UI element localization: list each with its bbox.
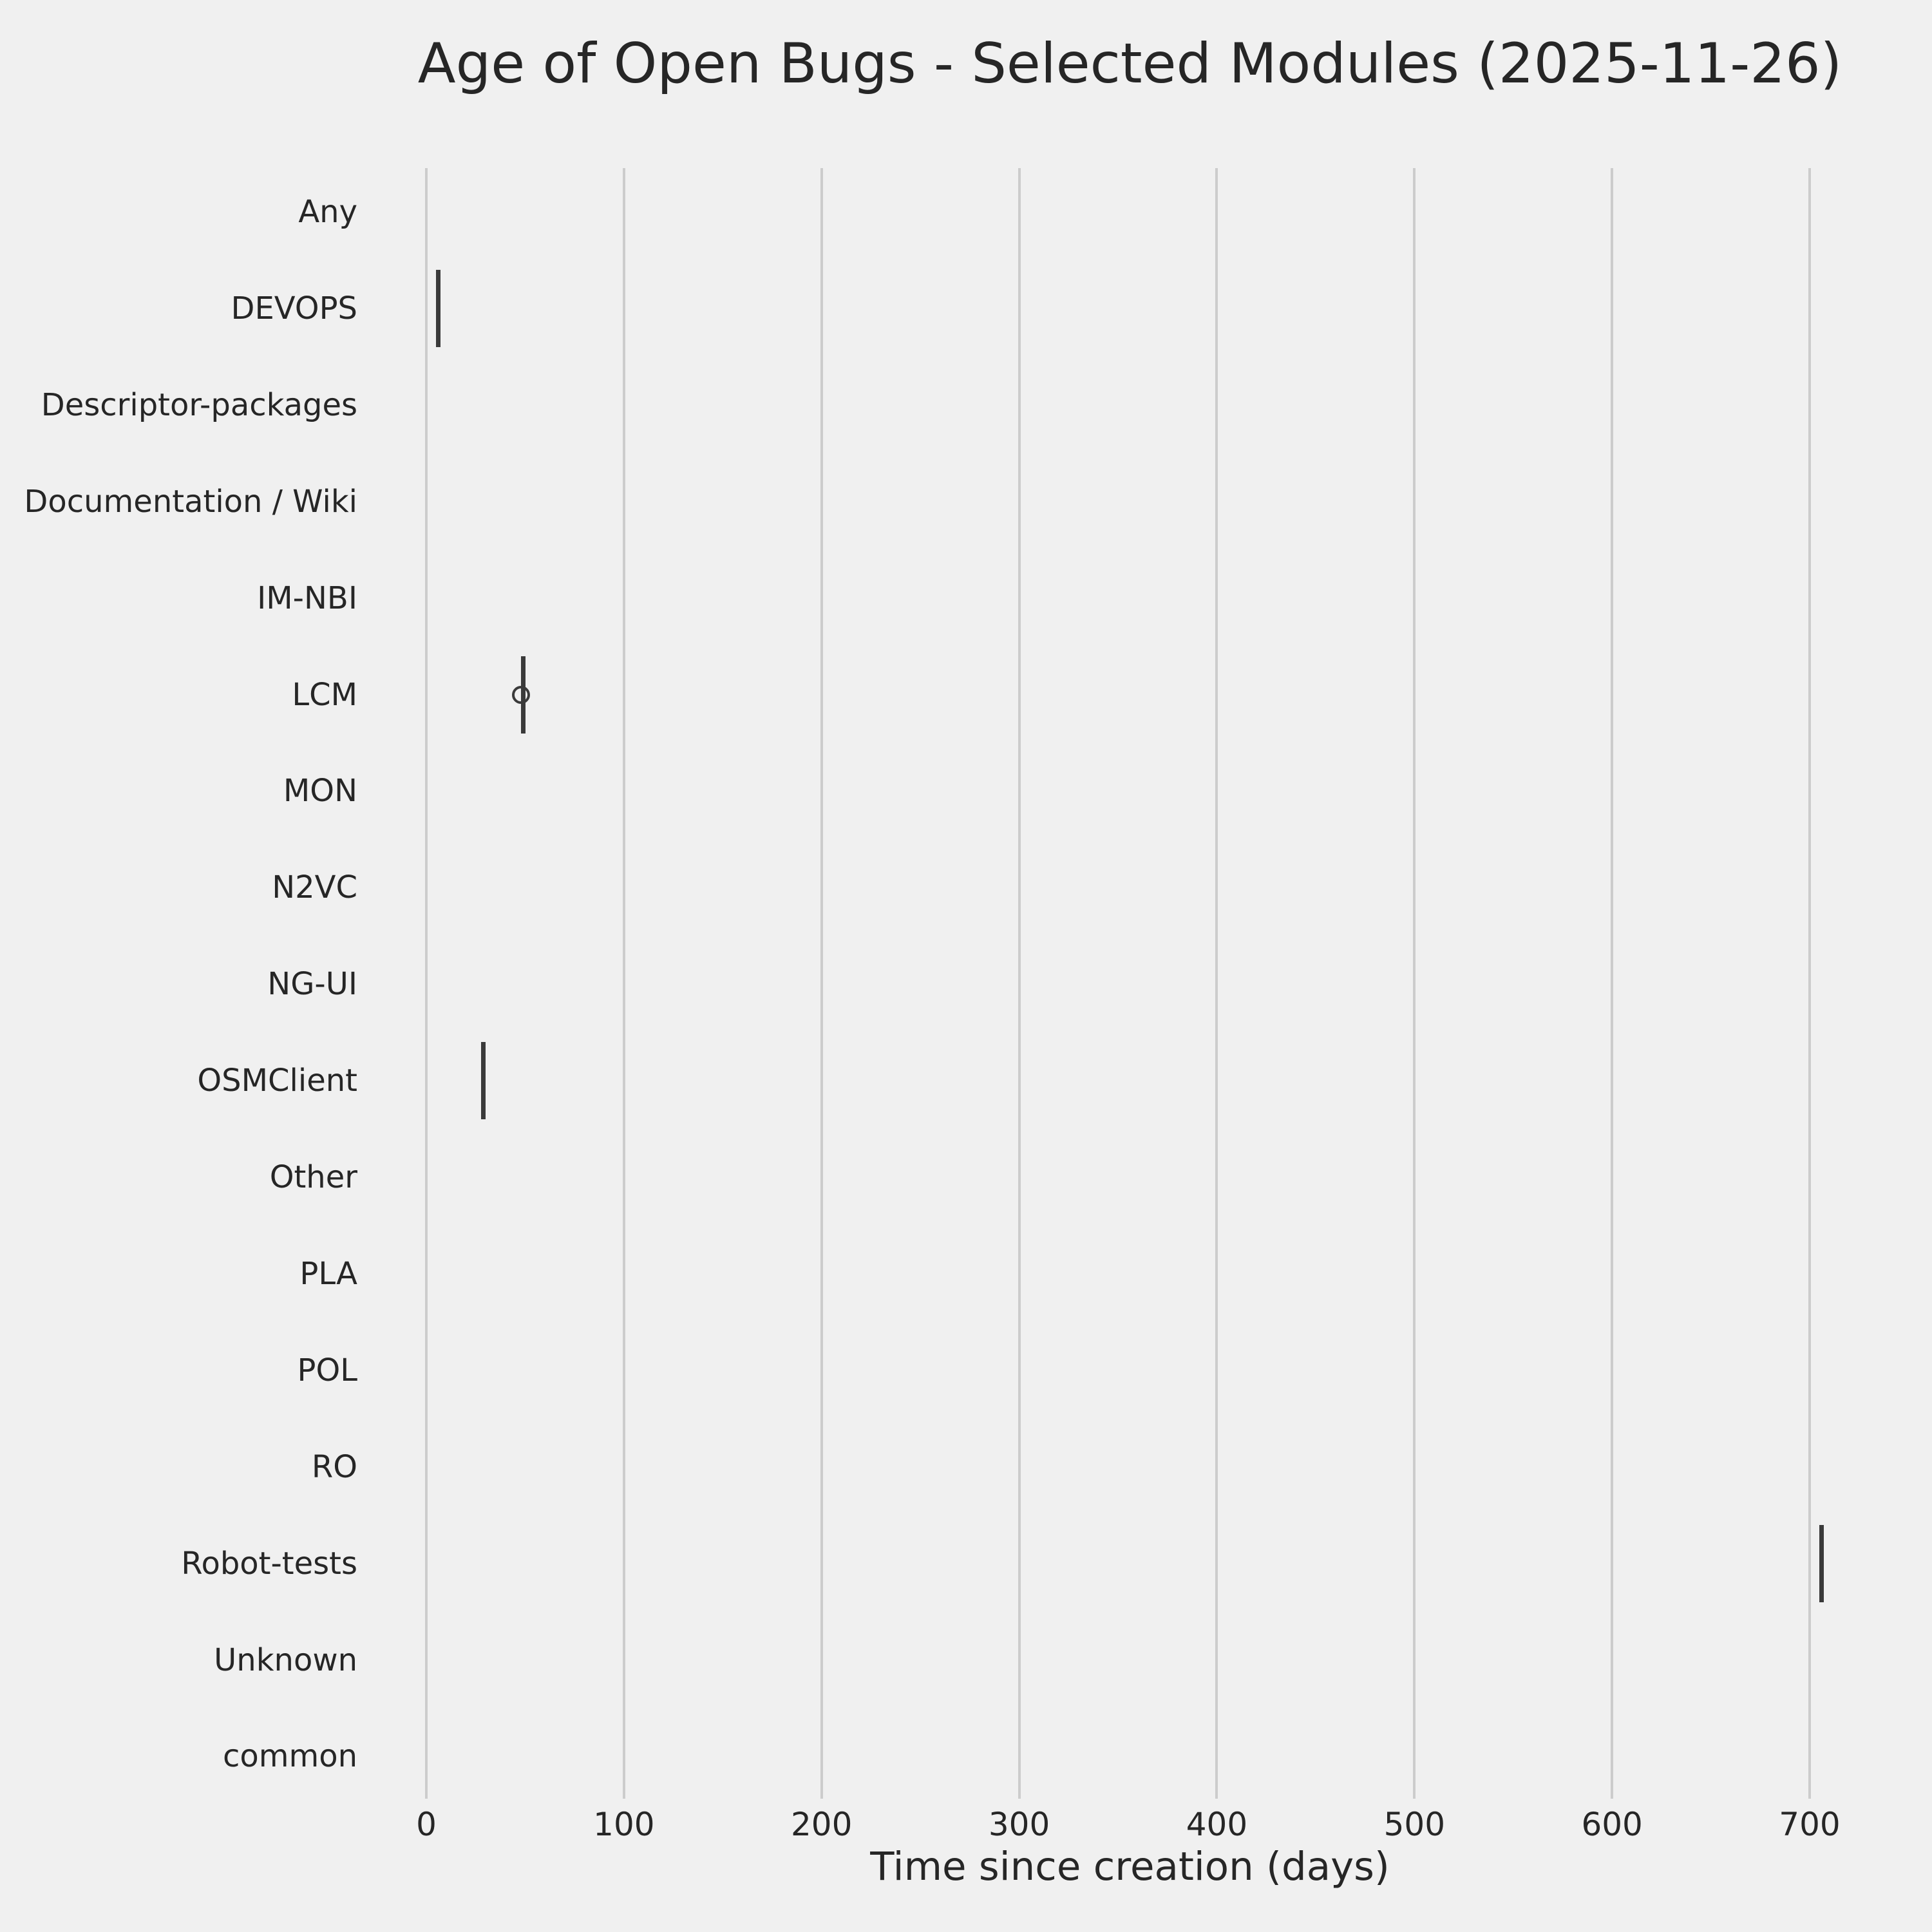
category-label: Robot-tests xyxy=(181,1545,357,1582)
category-label: IM-NBI xyxy=(257,580,357,616)
category-label: Descriptor-packages xyxy=(41,386,357,423)
x-gridline xyxy=(1611,168,1614,1799)
category-label: Unknown xyxy=(214,1642,357,1678)
x-tick-label: 700 xyxy=(1779,1806,1841,1843)
x-tick-label: 600 xyxy=(1581,1806,1643,1843)
category-label: Any xyxy=(298,194,357,230)
x-tick-label: 200 xyxy=(791,1806,853,1843)
outlier-circle xyxy=(512,685,531,704)
category-label: OSMClient xyxy=(197,1063,357,1099)
box-median-line xyxy=(435,269,440,347)
category-label: POL xyxy=(297,1352,357,1388)
category-label: common xyxy=(222,1738,357,1775)
category-label: RO xyxy=(311,1448,357,1485)
chart-title: Age of Open Bugs - Selected Modules (202… xyxy=(417,32,1842,96)
category-label: Other xyxy=(269,1159,357,1195)
category-label: Documentation / Wiki xyxy=(24,483,357,520)
x-tick-label: 500 xyxy=(1383,1806,1446,1843)
x-gridline xyxy=(622,168,625,1799)
box-median-line xyxy=(481,1042,486,1120)
category-label: MON xyxy=(283,773,357,810)
x-gridline xyxy=(1413,168,1416,1799)
x-gridline xyxy=(1215,168,1218,1799)
category-label: DEVOPS xyxy=(231,290,357,327)
category-label: N2VC xyxy=(272,869,357,906)
x-gridline xyxy=(425,168,428,1799)
x-axis-label: Time since creation (days) xyxy=(870,1844,1390,1889)
box-median-line xyxy=(1819,1524,1824,1602)
x-gridline xyxy=(820,168,823,1799)
category-label: PLA xyxy=(299,1255,357,1292)
x-tick-label: 100 xyxy=(593,1806,655,1843)
category-label: NG-UI xyxy=(267,966,357,1003)
x-tick-label: 0 xyxy=(416,1806,437,1843)
x-gridline xyxy=(1018,168,1021,1799)
x-tick-label: 300 xyxy=(988,1806,1050,1843)
category-label: LCM xyxy=(292,676,357,713)
x-gridline xyxy=(1808,168,1812,1799)
x-tick-label: 400 xyxy=(1186,1806,1248,1843)
